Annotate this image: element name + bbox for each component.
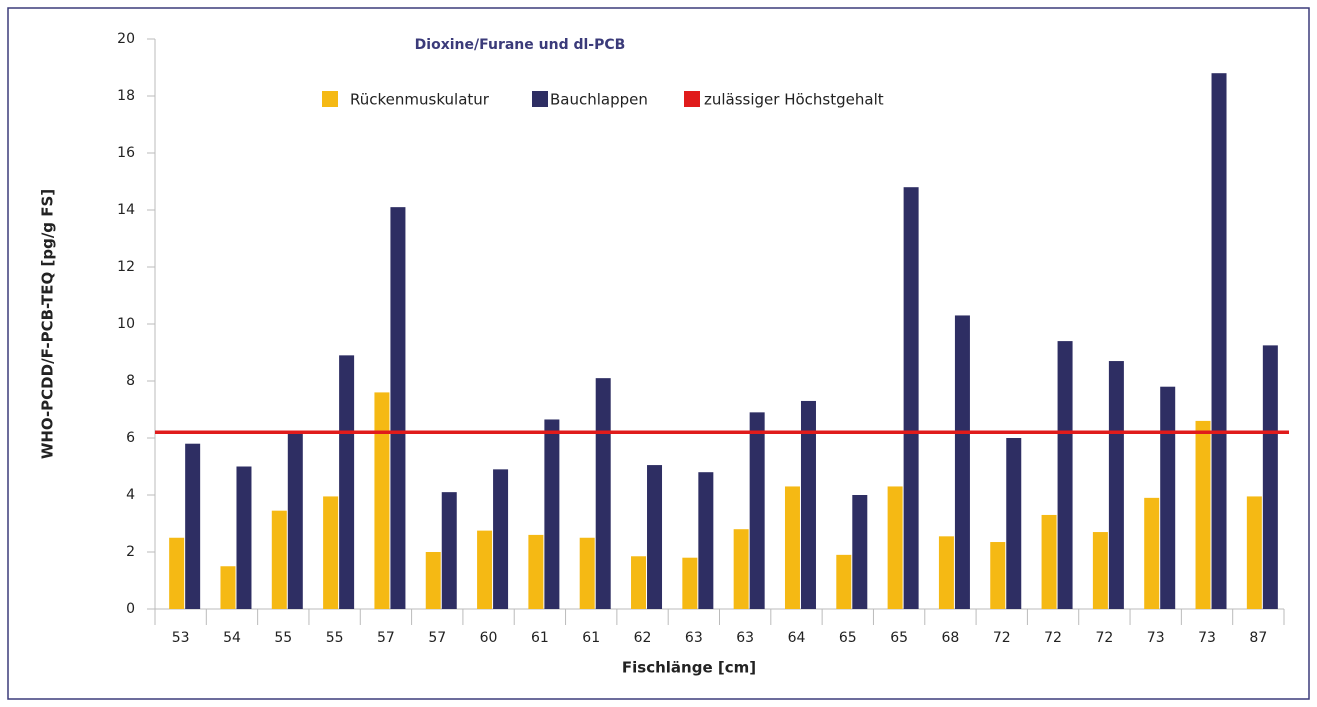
- x-tick-label: 54: [223, 630, 241, 646]
- y-tick-label: 20: [117, 31, 135, 47]
- bar: [852, 495, 868, 609]
- x-tick-label: 55: [274, 630, 292, 646]
- bar: [1262, 345, 1278, 609]
- bar: [800, 400, 816, 609]
- bar: [220, 566, 236, 609]
- bar: [954, 315, 970, 609]
- bar: [698, 472, 714, 609]
- bar: [938, 536, 954, 609]
- bar: [477, 530, 493, 609]
- bar: [903, 187, 919, 609]
- bar: [271, 510, 287, 609]
- bar: [236, 466, 252, 609]
- y-tick-label: 16: [117, 145, 135, 161]
- bar: [1092, 532, 1108, 609]
- y-axis-title: WHO-PCDD/F-PCB-TEQ [pg/g FS]: [39, 189, 57, 459]
- bar: [1108, 361, 1124, 609]
- bar: [390, 207, 406, 609]
- bar: [647, 465, 663, 609]
- bar: [1041, 514, 1057, 609]
- x-tick-label: 72: [1095, 630, 1113, 646]
- legend-label: Bauchlappen: [550, 91, 648, 109]
- x-tick-label: 60: [480, 630, 498, 646]
- bar: [682, 557, 698, 609]
- x-tick-label: 65: [839, 630, 857, 646]
- x-axis-title: Fischlänge [cm]: [622, 659, 756, 677]
- y-tick-label: 8: [126, 373, 135, 389]
- bar: [528, 534, 544, 609]
- x-tick-label: 68: [942, 630, 960, 646]
- bar: [544, 419, 560, 609]
- bar: [287, 432, 303, 609]
- x-tick-label: 72: [1044, 630, 1062, 646]
- y-tick-label: 0: [126, 601, 135, 617]
- bar: [1160, 386, 1176, 609]
- y-tick-label: 12: [117, 259, 135, 275]
- bar: [1211, 73, 1227, 609]
- x-tick-label: 65: [890, 630, 908, 646]
- bar: [441, 492, 457, 609]
- bar: [323, 496, 339, 609]
- bar: [784, 486, 800, 609]
- x-tick-label: 73: [1147, 630, 1165, 646]
- x-tick-label: 53: [172, 630, 190, 646]
- x-tick-label: 57: [428, 630, 446, 646]
- bar: [749, 412, 765, 609]
- bar: [579, 537, 595, 609]
- y-tick-label: 18: [117, 88, 135, 104]
- bar: [493, 469, 509, 609]
- x-tick-label: 62: [634, 630, 652, 646]
- bar: [425, 552, 441, 609]
- y-tick-label: 10: [117, 316, 135, 332]
- bar: [169, 537, 185, 609]
- legend-label: Rückenmuskulatur: [350, 91, 490, 109]
- bar: [990, 542, 1006, 609]
- bar: [1057, 341, 1073, 609]
- bar: [836, 554, 852, 609]
- x-tick-label: 61: [582, 630, 600, 646]
- x-tick-label: 72: [993, 630, 1011, 646]
- bar: [733, 529, 749, 609]
- x-tick-label: 64: [788, 630, 806, 646]
- bar: [1144, 497, 1160, 609]
- legend-swatch: [322, 91, 338, 107]
- x-tick-label: 73: [1198, 630, 1216, 646]
- legend-label: zulässiger Höchstgehalt: [704, 91, 884, 109]
- chart-title: Dioxine/Furane und dl-PCB: [415, 37, 626, 53]
- x-tick-label: 57: [377, 630, 395, 646]
- x-tick-label: 63: [685, 630, 703, 646]
- x-tick-label: 61: [531, 630, 549, 646]
- y-tick-label: 6: [126, 430, 135, 446]
- bar: [1246, 496, 1262, 609]
- x-tick-label: 55: [326, 630, 344, 646]
- y-tick-label: 4: [126, 487, 135, 503]
- bar: [631, 556, 647, 609]
- legend-swatch: [532, 91, 548, 107]
- x-tick-label: 63: [736, 630, 754, 646]
- bar: [374, 392, 390, 609]
- y-tick-label: 14: [117, 202, 135, 218]
- bar: [185, 443, 201, 609]
- bar: [887, 486, 903, 609]
- x-tick-label: 87: [1249, 630, 1267, 646]
- bar: [1195, 420, 1211, 609]
- bar: [339, 355, 355, 609]
- bar: [595, 378, 611, 609]
- y-tick-label: 2: [126, 544, 135, 560]
- legend-swatch: [684, 91, 700, 107]
- bar: [1006, 438, 1022, 609]
